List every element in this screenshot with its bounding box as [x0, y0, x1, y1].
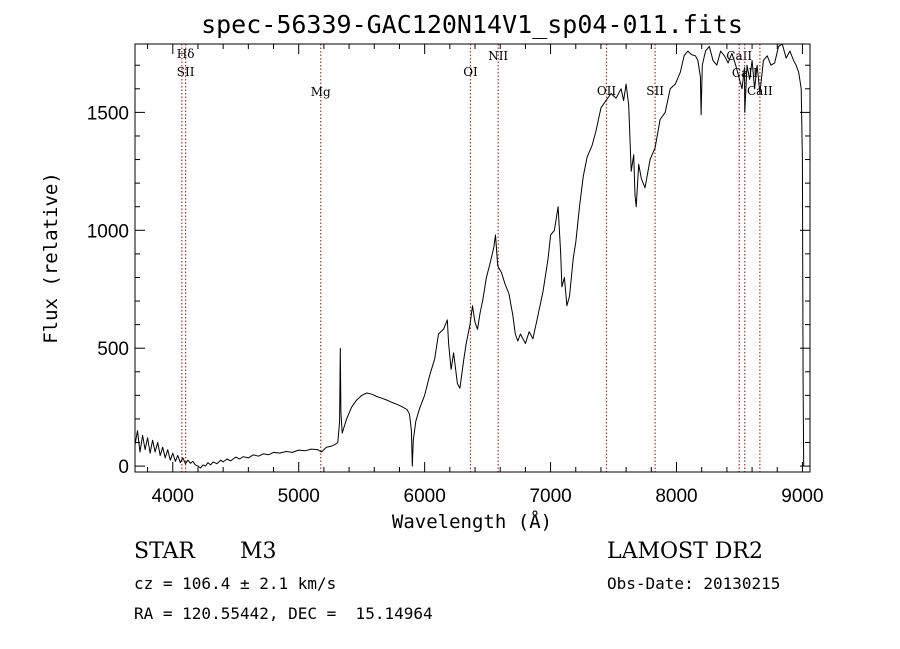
reference-line-label: Mg: [311, 85, 331, 99]
reference-line-label: OI: [463, 65, 478, 79]
plot-frame: [134, 43, 811, 473]
reference-line-label: NII: [488, 49, 508, 63]
chart-title: spec-56339-GAC120N14V1_sp04-011.fits: [201, 10, 743, 39]
x-tick-label: 6000: [404, 486, 446, 507]
x-tick-label: 4000: [152, 486, 194, 507]
x-tick-label: 8000: [655, 486, 697, 507]
y-tick-label: 500: [97, 339, 129, 360]
y-tick-label: 1000: [87, 221, 129, 242]
reference-line-label: SII: [646, 84, 664, 98]
obs-date-text: Obs-Date: 20130215: [607, 574, 781, 593]
survey-label: LAMOST DR2: [607, 539, 763, 564]
x-tick-label: 9000: [781, 486, 823, 507]
y-tick-label: 1500: [87, 103, 129, 124]
y-axis-label: Flux (relative): [40, 172, 62, 344]
x-tick-label: 5000: [278, 486, 320, 507]
coordinates-text: RA = 120.55442, DEC = 15.14964: [134, 604, 433, 623]
reference-line-label: SII: [177, 65, 195, 79]
y-tick-label: 0: [118, 457, 129, 478]
reference-line-label: Hδ: [177, 47, 195, 61]
object-subclass-label: M3: [240, 539, 277, 564]
x-axis-label: Wavelength (Å): [392, 510, 552, 533]
redshift-text: cz = 106.4 ± 2.1 km/s: [134, 574, 337, 593]
x-tick-label: 7000: [529, 486, 571, 507]
reference-line-label: CaII: [726, 49, 752, 63]
object-class-label: STAR: [134, 539, 195, 564]
spectrum-line: [134, 43, 805, 469]
